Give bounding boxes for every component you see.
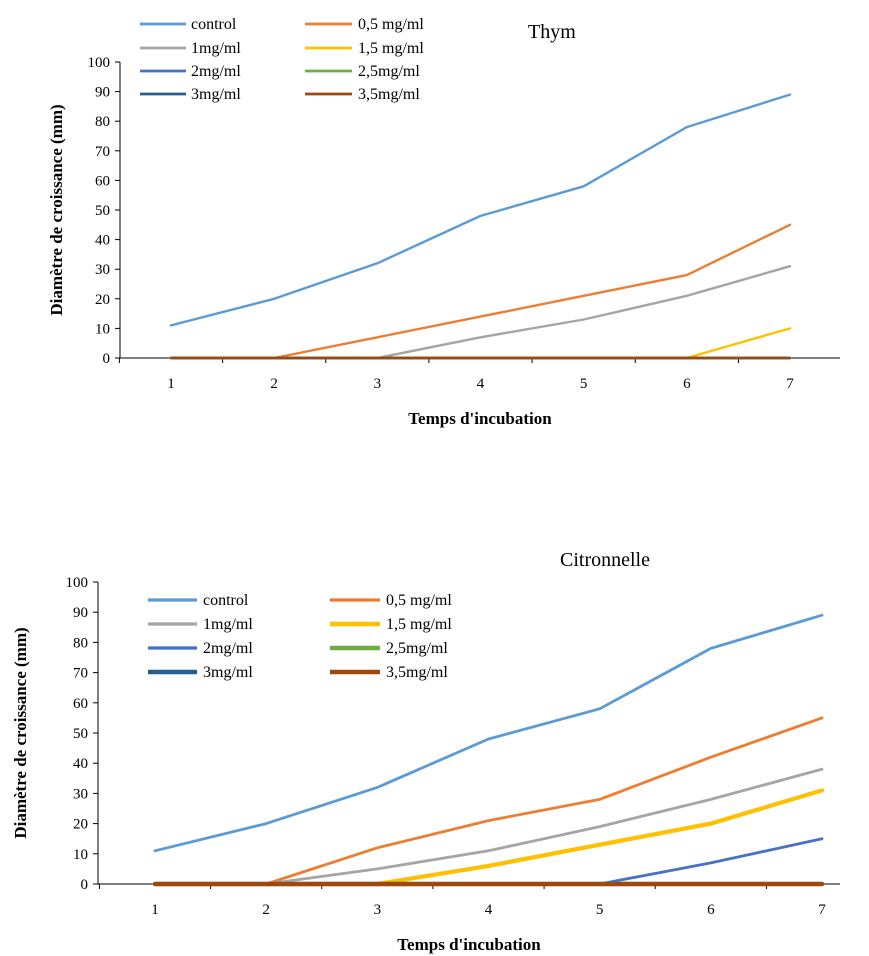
- x-tick-label: 2: [262, 902, 270, 918]
- y-tick-label: 90: [95, 85, 110, 101]
- y-axis-label: Diamètre de croissance (mm): [47, 104, 66, 315]
- chart-title: Thym: [528, 21, 576, 43]
- y-tick-label: 70: [95, 144, 110, 160]
- chart-citronnelle: 0 10 20 30 40 50 60 70 80 90 100 1 2 3 4 5 6 7 control 0,5 …: [11, 549, 840, 954]
- legend-label: 2,5mg/ml: [386, 640, 448, 657]
- legend-label: 2mg/ml: [191, 63, 241, 80]
- series-line: [152, 788, 825, 887]
- y-tick-label: 20: [73, 817, 88, 833]
- y-tick-label: 80: [73, 635, 88, 651]
- series-line: [153, 837, 824, 886]
- x-tick-label: 5: [580, 376, 588, 392]
- x-tick-label: 1: [151, 902, 159, 918]
- y-tick-label: 0: [103, 351, 111, 367]
- x-axis-label: Temps d'incubation: [408, 409, 552, 428]
- y-tick-label: 90: [73, 605, 88, 621]
- y-tick-label: 10: [73, 847, 88, 863]
- x-tick-label: 6: [683, 376, 691, 392]
- y-tick-label: 80: [95, 114, 110, 130]
- legend-label: 2,5mg/ml: [358, 63, 420, 80]
- y-tick-label: 30: [95, 262, 110, 278]
- y-tick-label: 100: [66, 575, 89, 591]
- legend-label: 1mg/ml: [203, 616, 253, 633]
- legend-label: control: [191, 16, 237, 33]
- y-tick-label: 60: [95, 173, 110, 189]
- x-tick-label: 3: [374, 376, 382, 392]
- y-tick-label: 40: [73, 756, 88, 772]
- x-tick-label: 4: [485, 902, 493, 918]
- legend-label: 3mg/ml: [203, 664, 253, 681]
- y-tick-label: 40: [95, 233, 110, 249]
- y-tick-label: 10: [95, 321, 110, 337]
- x-tick-label: 2: [270, 376, 278, 392]
- y-tick-label: 60: [73, 696, 88, 712]
- x-tick-label: 1: [167, 376, 175, 392]
- legend-label: control: [203, 592, 249, 609]
- y-tick-label: 20: [95, 292, 110, 308]
- y-axis-label: Diamètre de croissance (mm): [11, 627, 30, 838]
- y-tick-label: 50: [95, 203, 110, 219]
- legend-label: 1,5 mg/ml: [358, 40, 424, 57]
- x-tick-label: 7: [818, 902, 826, 918]
- x-tick-label: 6: [707, 902, 715, 918]
- x-axis-label: Temps d'incubation: [397, 935, 541, 954]
- legend-label: 1,5 mg/ml: [386, 616, 452, 633]
- y-tick-label: 50: [73, 726, 88, 742]
- series-line: [169, 93, 792, 327]
- series-line: [153, 613, 824, 853]
- y-tick-label: 100: [88, 55, 111, 71]
- x-tick-label: 4: [477, 376, 485, 392]
- y-tick-label: 70: [73, 666, 88, 682]
- series-line: [169, 265, 792, 360]
- series-line: [169, 327, 792, 360]
- x-tick-label: 7: [786, 376, 794, 392]
- x-tick-label: 3: [374, 902, 382, 918]
- chart-thym: 0 10 20 30 40 50 60 70 80 90 100 1 2 3 4 5 6 7 control 0,5 …: [47, 16, 840, 428]
- legend-label: 1mg/ml: [191, 40, 241, 57]
- y-tick-label: 0: [81, 877, 89, 893]
- chart-title: Citronnelle: [560, 549, 650, 571]
- y-tick-label: 30: [73, 786, 88, 802]
- legend-label: 2mg/ml: [203, 640, 253, 657]
- legend-label: 3mg/ml: [191, 86, 241, 103]
- x-tick-label: 5: [596, 902, 604, 918]
- legend-label: 0,5 mg/ml: [358, 16, 424, 33]
- legend-label: 3,5mg/ml: [386, 664, 448, 681]
- legend-label: 3,5mg/ml: [358, 86, 420, 103]
- legend-label: 0,5 mg/ml: [386, 592, 452, 609]
